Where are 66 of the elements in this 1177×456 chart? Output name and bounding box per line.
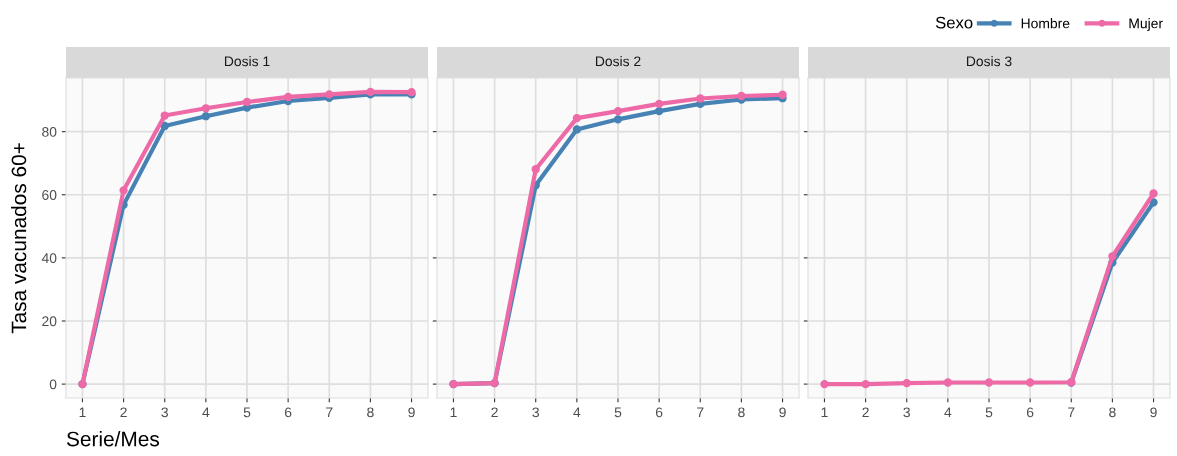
x-tick-label: 6 xyxy=(284,407,292,418)
x-tick-label: 9 xyxy=(779,407,786,418)
x-tick-label: 6 xyxy=(1026,407,1034,418)
x-tick-label: 2 xyxy=(491,407,498,418)
point xyxy=(119,186,128,195)
x-tick-label: 2 xyxy=(862,407,869,418)
y-axis-title: Tasa vacunados 60+ xyxy=(10,143,27,334)
x-tick-label: 3 xyxy=(532,407,539,418)
point xyxy=(696,94,705,103)
legend-label: Mujer xyxy=(1129,18,1163,32)
x-axis-title: Serie/Mes xyxy=(66,431,160,447)
point xyxy=(984,378,994,387)
x-tick-label: 5 xyxy=(614,407,622,418)
x-tick-label: 1 xyxy=(79,407,86,418)
x-tick-label: 3 xyxy=(903,407,910,418)
point xyxy=(654,106,664,116)
point xyxy=(242,97,252,107)
point xyxy=(654,99,664,109)
point xyxy=(283,92,293,102)
y-tick-label: 40 xyxy=(41,253,57,264)
x-tick-label: 7 xyxy=(1068,407,1075,418)
point xyxy=(902,379,911,388)
x-tick-label: 4 xyxy=(944,407,952,418)
point xyxy=(572,113,582,123)
point xyxy=(201,112,211,121)
y-tick-label: 80 xyxy=(42,126,57,137)
x-tick-label: 4 xyxy=(202,407,210,418)
x-tick-label: 8 xyxy=(367,407,374,418)
point xyxy=(737,91,746,101)
x-tick-label: 5 xyxy=(985,407,993,418)
point xyxy=(325,90,334,99)
point xyxy=(778,90,787,99)
point xyxy=(613,115,623,124)
point xyxy=(1149,189,1158,198)
x-tick-label: 1 xyxy=(450,407,457,418)
point xyxy=(160,121,169,131)
x-tick-label: 3 xyxy=(161,407,168,418)
chart-title: Dosis 2 xyxy=(595,56,641,67)
point xyxy=(160,111,169,120)
x-tick-label: 9 xyxy=(408,407,415,418)
point xyxy=(531,165,540,174)
y-tick-label: 60 xyxy=(42,190,57,200)
x-tick-label: 6 xyxy=(655,407,663,418)
point xyxy=(1108,252,1117,261)
point xyxy=(613,106,623,116)
x-tick-label: 8 xyxy=(738,407,745,418)
point xyxy=(572,125,582,134)
chart-title: Dosis 1 xyxy=(224,56,270,67)
chart-title: Dosis 3 xyxy=(966,56,1012,67)
x-tick-label: 7 xyxy=(326,407,333,418)
x-tick-label: 4 xyxy=(573,407,581,418)
y-tick-label: 20 xyxy=(42,316,57,327)
point xyxy=(943,378,953,387)
x-tick-label: 2 xyxy=(120,407,127,418)
legend-title: Sexo xyxy=(935,16,973,29)
legend-label: Hombre xyxy=(1021,18,1070,29)
point xyxy=(861,379,870,389)
x-tick-label: 5 xyxy=(243,407,251,418)
x-tick-label: 8 xyxy=(1109,407,1116,418)
point xyxy=(1025,378,1035,387)
point xyxy=(201,104,211,113)
x-tick-label: 1 xyxy=(821,407,828,418)
y-tick-label: 0 xyxy=(49,379,57,390)
x-tick-label: 9 xyxy=(1150,407,1157,418)
point xyxy=(820,379,829,389)
x-tick-label: 7 xyxy=(697,407,704,418)
